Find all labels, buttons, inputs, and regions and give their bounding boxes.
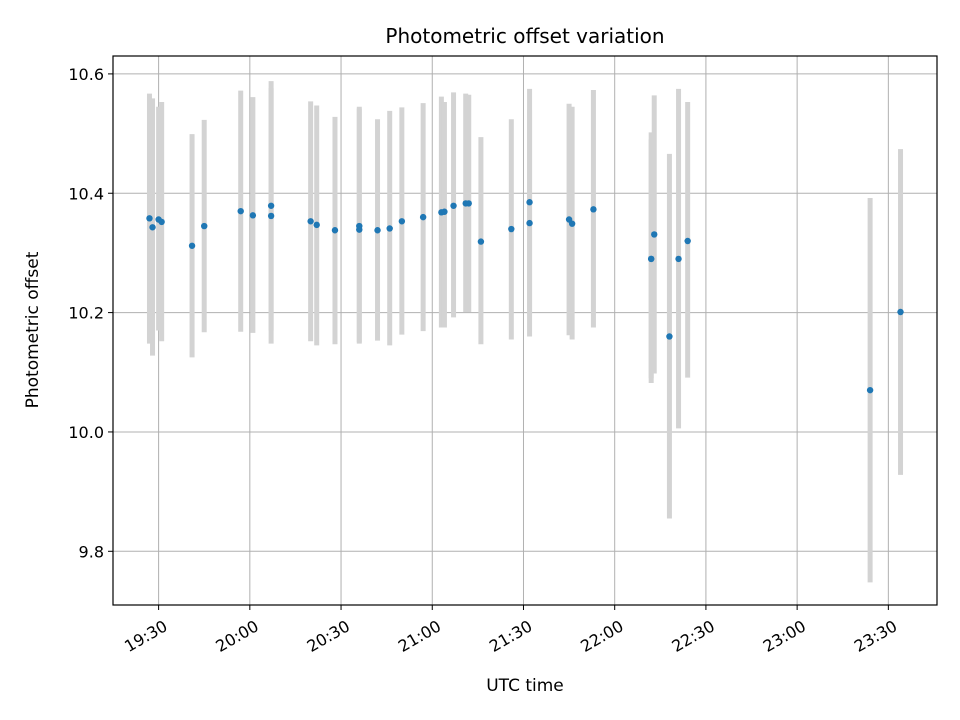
x-axis-label: UTC time xyxy=(486,676,564,696)
data-point xyxy=(647,255,655,263)
data-point xyxy=(356,226,363,233)
y-tick-label: 10.4 xyxy=(68,184,104,203)
data-point xyxy=(866,386,874,394)
chart-title: Photometric offset variation xyxy=(385,24,664,48)
plot-frame xyxy=(112,55,938,606)
data-point xyxy=(386,225,393,232)
data-point xyxy=(201,222,208,230)
data-point xyxy=(526,219,533,227)
data-point xyxy=(267,202,275,209)
data-point xyxy=(249,212,257,219)
y-axis: 9.8 10.0 10.2 10.4 10.6 xyxy=(68,65,113,561)
grid xyxy=(113,56,937,605)
data-point xyxy=(675,255,682,263)
data-point xyxy=(651,231,658,238)
data-point xyxy=(590,206,597,213)
data-point xyxy=(146,215,153,222)
data-point xyxy=(188,242,196,249)
data-point xyxy=(398,218,406,225)
data-point xyxy=(374,227,381,234)
data-point xyxy=(313,221,320,229)
data-point xyxy=(441,208,448,215)
data-point xyxy=(526,199,533,206)
data-point xyxy=(158,218,165,226)
data-point xyxy=(666,333,673,340)
data-point xyxy=(331,227,339,234)
data-point xyxy=(419,213,427,221)
data-point xyxy=(477,238,485,245)
data-point xyxy=(237,207,244,215)
data-point xyxy=(897,308,904,316)
data-point xyxy=(684,237,691,245)
data-point xyxy=(307,218,314,225)
data-point xyxy=(465,200,472,207)
y-tick-label: 10.2 xyxy=(68,304,104,323)
data-points xyxy=(146,199,904,394)
y-axis-label: Photometric offset xyxy=(23,251,43,408)
data-point xyxy=(267,212,275,220)
data-point xyxy=(450,202,457,209)
data-point xyxy=(149,224,156,231)
y-tick-label: 9.8 xyxy=(79,542,104,561)
y-tick-label: 10.0 xyxy=(68,423,104,442)
data-point xyxy=(508,225,515,233)
y-tick-label: 10.6 xyxy=(68,65,104,84)
data-point xyxy=(568,220,576,227)
